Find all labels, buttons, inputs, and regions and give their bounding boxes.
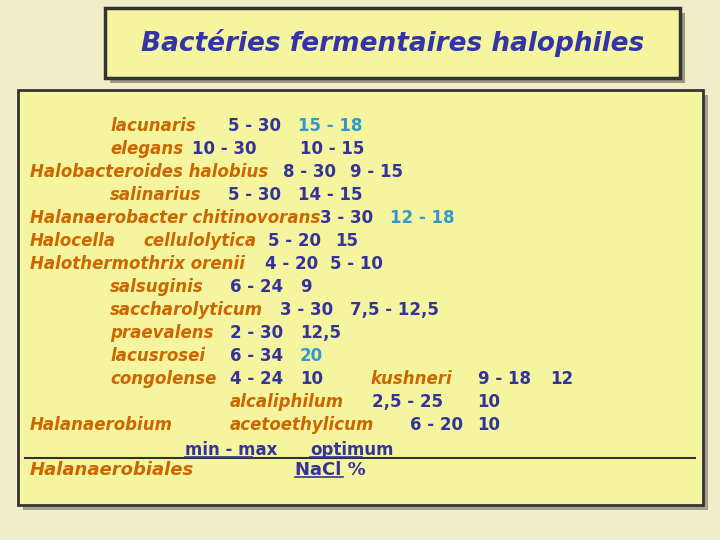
Text: min - max: min - max [185, 441, 277, 459]
Bar [18, 90, 703, 505]
Text: 15 - 18: 15 - 18 [298, 117, 362, 135]
Text: Bactéries fermentaires halophiles: Bactéries fermentaires halophiles [141, 29, 644, 57]
Text: praevalens: praevalens [110, 324, 214, 342]
Text: acetoethylicum: acetoethylicum [230, 416, 374, 434]
Text: 10: 10 [477, 416, 500, 434]
Text: 9 - 18: 9 - 18 [478, 370, 531, 388]
Text: 5 - 30: 5 - 30 [228, 117, 281, 135]
Text: 7,5 - 12,5: 7,5 - 12,5 [350, 301, 439, 319]
Text: 5 - 10: 5 - 10 [330, 255, 383, 273]
Text: 2 - 30: 2 - 30 [230, 324, 283, 342]
Text: 6 - 34: 6 - 34 [230, 347, 283, 365]
Text: 9: 9 [300, 278, 312, 296]
Text: 8 - 30: 8 - 30 [283, 163, 336, 181]
Text: saccharolyticum: saccharolyticum [110, 301, 263, 319]
Text: 3 - 30: 3 - 30 [320, 209, 373, 227]
Text: elegans: elegans [110, 140, 183, 158]
Text: 12,5: 12,5 [300, 324, 341, 342]
Text: kushneri: kushneri [370, 370, 451, 388]
Text: Halocella: Halocella [30, 232, 116, 250]
Text: 2,5 - 25: 2,5 - 25 [372, 393, 443, 411]
Text: 9 - 15: 9 - 15 [350, 163, 403, 181]
Bar [105, 8, 680, 78]
Text: 10: 10 [300, 370, 323, 388]
Text: cellulolytica: cellulolytica [143, 232, 256, 250]
Text: Halanaerobiales: Halanaerobiales [30, 461, 194, 479]
Text: Halothermothrix orenii: Halothermothrix orenii [30, 255, 245, 273]
Text: 15: 15 [335, 232, 358, 250]
Text: 10 - 30: 10 - 30 [192, 140, 256, 158]
Text: 5 - 20: 5 - 20 [268, 232, 321, 250]
Text: 4 - 24: 4 - 24 [230, 370, 283, 388]
Bar [23, 95, 708, 510]
Text: congolense: congolense [110, 370, 217, 388]
Text: lacunaris: lacunaris [110, 117, 196, 135]
Text: salsuginis: salsuginis [110, 278, 204, 296]
Text: 4 - 20: 4 - 20 [265, 255, 318, 273]
Text: 6 - 24: 6 - 24 [230, 278, 283, 296]
Bar [110, 13, 685, 83]
Text: 12 - 18: 12 - 18 [390, 209, 454, 227]
Text: 6 - 20: 6 - 20 [410, 416, 463, 434]
Text: 14 - 15: 14 - 15 [298, 186, 362, 204]
Text: alcaliphilum: alcaliphilum [230, 393, 344, 411]
Text: Halanaerobacter chitinovorans: Halanaerobacter chitinovorans [30, 209, 320, 227]
Text: lacusrosei: lacusrosei [110, 347, 205, 365]
Text: 3 - 30: 3 - 30 [280, 301, 333, 319]
Text: 10: 10 [477, 393, 500, 411]
Text: 12: 12 [550, 370, 573, 388]
Text: 20: 20 [300, 347, 323, 365]
Text: Halanaerobium: Halanaerobium [30, 416, 173, 434]
Text: 10 - 15: 10 - 15 [300, 140, 364, 158]
Text: salinarius: salinarius [110, 186, 202, 204]
Text: 5 - 30: 5 - 30 [228, 186, 281, 204]
Text: Halobacteroides halobius: Halobacteroides halobius [30, 163, 269, 181]
Text: NaCl %: NaCl % [295, 461, 366, 479]
Text: optimum: optimum [310, 441, 394, 459]
